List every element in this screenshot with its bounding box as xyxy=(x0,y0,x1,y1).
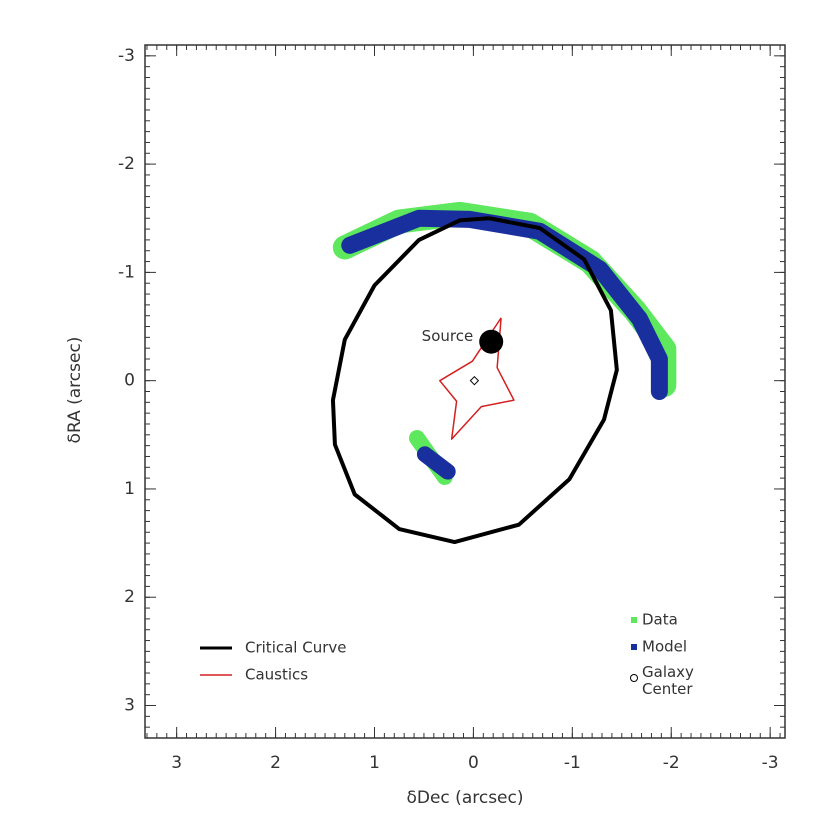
arc-region xyxy=(341,209,668,400)
y-tick-label: 3 xyxy=(124,696,135,716)
curve xyxy=(439,317,515,440)
legend-label: Galaxy Center xyxy=(642,663,694,698)
legend-swatch xyxy=(630,674,638,682)
y-tick-label: 2 xyxy=(124,587,135,607)
annotation: Source xyxy=(422,327,474,345)
y-tick-label: 0 xyxy=(124,371,135,391)
y-axis-label: δRA (arcsec) xyxy=(65,337,85,444)
legend-swatch xyxy=(631,617,637,623)
y-tick-label: -1 xyxy=(118,262,135,282)
y-tick-label: -2 xyxy=(118,154,135,174)
x-tick-label: 0 xyxy=(468,753,479,773)
x-tick-label: 2 xyxy=(270,753,281,773)
curve xyxy=(330,216,619,545)
legend-swatch xyxy=(631,644,637,650)
x-tick-label: -1 xyxy=(564,753,581,773)
source xyxy=(479,329,504,354)
legend-label: Data xyxy=(642,611,678,629)
x-tick-label: -2 xyxy=(663,753,680,773)
y-tick-label: -3 xyxy=(118,46,135,66)
galaxy-center xyxy=(469,375,480,386)
x-tick-label: -3 xyxy=(762,753,779,773)
x-tick-label: 1 xyxy=(369,753,380,773)
y-tick-label: 1 xyxy=(124,479,135,499)
legend-label: Critical Curve xyxy=(245,639,346,657)
plot-frame xyxy=(144,44,786,739)
x-tick-label: 3 xyxy=(171,753,182,773)
legend-label: Caustics xyxy=(245,666,308,684)
legend-label: Model xyxy=(642,638,687,656)
arc-region xyxy=(416,446,456,480)
x-axis-label: δDec (arcsec) xyxy=(406,788,523,808)
